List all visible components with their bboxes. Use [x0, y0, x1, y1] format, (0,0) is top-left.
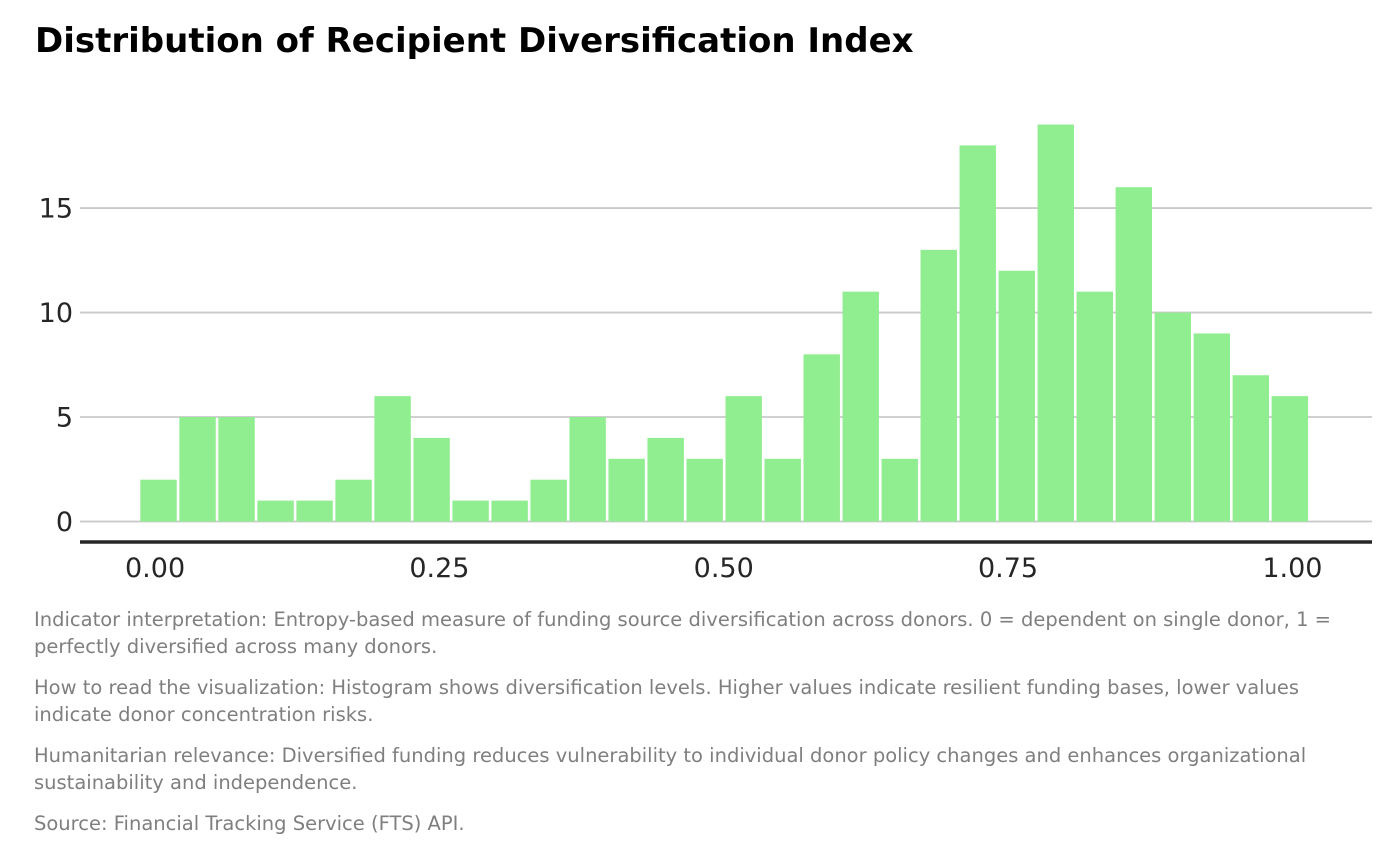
x-tick-label: 0.75: [978, 553, 1038, 584]
histogram-bar: [842, 291, 879, 522]
histogram-bar: [959, 145, 996, 522]
note-indicator-interpretation: Indicator interpretation: Entropy-based …: [34, 608, 1332, 658]
histogram-bar: [1076, 291, 1113, 522]
histogram-bar: [1193, 333, 1231, 522]
histogram-bar: [218, 417, 255, 522]
histogram-bar: [296, 500, 333, 522]
histogram-bar: [257, 500, 294, 522]
histogram-bar: [647, 437, 684, 522]
histogram-bar: [608, 458, 645, 522]
y-tick-label: 15: [39, 194, 73, 225]
histogram-bar: [335, 479, 372, 522]
caption-block: Indicator interpretation: Entropy-based …: [34, 606, 1374, 851]
histogram-bar: [998, 270, 1035, 522]
note-humanitarian-relevance: Humanitarian relevance: Diversified fund…: [34, 744, 1307, 794]
histogram-bar: [686, 458, 723, 522]
note-how-to-read: How to read the visualization: Histogram…: [34, 676, 1300, 726]
histogram-bar: [1037, 124, 1074, 522]
histogram-bar: [374, 396, 411, 522]
histogram-bar: [725, 396, 762, 522]
histogram-bar: [1232, 375, 1270, 522]
x-tick-label: 1.00: [1262, 553, 1322, 584]
y-tick-label: 0: [56, 507, 73, 538]
histogram-bar: [452, 500, 489, 522]
histogram-bar: [920, 249, 957, 522]
histogram-bar: [569, 417, 606, 522]
histogram-bar: [179, 417, 216, 522]
histogram-bar: [764, 458, 801, 522]
y-tick-label: 10: [39, 298, 73, 329]
chart-title: Distribution of Recipient Diversificatio…: [35, 21, 914, 61]
histogram-bar: [1271, 396, 1309, 522]
histogram-bar: [140, 479, 177, 522]
x-tick-label: 0.25: [409, 553, 469, 584]
y-tick-label: 5: [56, 403, 73, 434]
histogram-bar: [803, 354, 840, 522]
histogram-bar: [1115, 187, 1153, 522]
histogram-bar: [413, 437, 450, 522]
histogram-svg: 0 5 10 15 0.00 0.25 0.50 0.75 1.00: [39, 124, 1372, 584]
x-tick-label: 0.00: [125, 553, 185, 584]
histogram-bar: [881, 458, 918, 522]
note-source: Source: Financial Tracking Service (FTS)…: [34, 812, 465, 835]
histogram-bar: [1154, 312, 1192, 522]
histogram-bar: [491, 500, 528, 522]
histogram-bar: [530, 479, 567, 522]
x-tick-label: 0.50: [694, 553, 754, 584]
